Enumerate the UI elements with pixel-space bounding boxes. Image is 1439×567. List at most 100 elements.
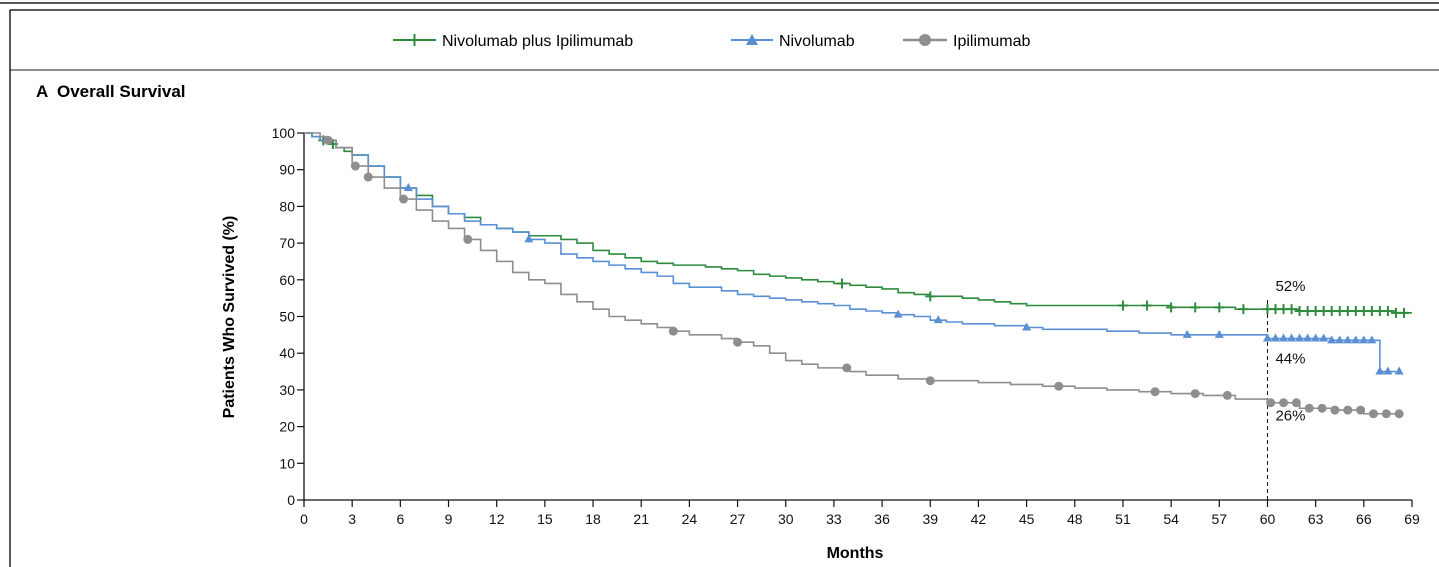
x-tick-label: 57 xyxy=(1212,511,1228,527)
series-combo xyxy=(304,132,1412,318)
censor-triangle-mark xyxy=(1262,333,1272,342)
x-ticks: 0 3 6 9 12 15 18 21 24 27 30 33 36 39 42 45 48 51 54 57 60 63… xyxy=(300,500,1420,527)
censor-plus-mark xyxy=(1117,300,1128,311)
panel-title: Overall Survival xyxy=(57,82,186,101)
censor-circle-mark xyxy=(1317,403,1327,413)
series-line xyxy=(304,132,1396,373)
censor-circle-mark xyxy=(1368,409,1378,419)
censor-triangle-mark xyxy=(1367,335,1377,344)
censor-triangle-mark xyxy=(1279,333,1289,342)
censor-triangle-mark xyxy=(1022,322,1032,331)
y-tick-label: 70 xyxy=(279,235,295,251)
censor-plus-mark xyxy=(1142,300,1153,311)
legend-item-nivo: Nivolumab xyxy=(731,33,855,50)
y-tick-label: 0 xyxy=(287,492,295,508)
x-tick-label: 9 xyxy=(445,511,453,527)
y-tick-label: 80 xyxy=(279,198,295,214)
x-tick-label: 18 xyxy=(585,511,601,527)
censor-triangle-mark xyxy=(1303,333,1313,342)
censor-circle-mark xyxy=(1343,405,1353,415)
x-tick-label: 33 xyxy=(826,511,842,527)
censor-circle-mark xyxy=(463,234,473,244)
censor-circle-mark xyxy=(1222,390,1232,400)
censor-circle-mark xyxy=(668,326,678,336)
x-tick-label: 48 xyxy=(1067,511,1083,527)
annotation-label: 44% xyxy=(1275,351,1305,368)
censor-circle-mark xyxy=(350,161,360,171)
censor-plus-mark xyxy=(1286,304,1297,315)
censor-circle-mark xyxy=(1150,387,1160,397)
y-tick-label: 20 xyxy=(279,419,295,435)
censor-circle-mark xyxy=(925,376,935,386)
censor-triangle-mark xyxy=(1287,333,1297,342)
censor-triangle-mark xyxy=(1343,335,1353,344)
y-tick-label: 100 xyxy=(272,125,296,141)
x-tick-label: 54 xyxy=(1163,511,1179,527)
censor-circle-mark xyxy=(323,135,333,145)
x-tick-label: 36 xyxy=(874,511,890,527)
plot-area: 0 3 6 9 12 15 18 21 24 27 30 33 36 39 42 45 48 51 54 57 60 63… xyxy=(272,125,1420,527)
legend-item-combo: Nivolumab plus Ipilimumab xyxy=(393,33,633,50)
x-tick-label: 6 xyxy=(396,511,404,527)
x-tick-label: 51 xyxy=(1115,511,1131,527)
x-tick-label: 60 xyxy=(1260,511,1276,527)
x-tick-label: 15 xyxy=(537,511,553,527)
censor-plus-mark xyxy=(836,278,847,289)
censor-plus-mark xyxy=(1382,305,1393,316)
series-ipi xyxy=(304,132,1404,419)
censor-triangle-mark xyxy=(1351,335,1361,344)
x-axis-label: Months xyxy=(827,545,884,562)
censor-circle-mark xyxy=(733,337,743,347)
annotation-layer: 52% 44% 26% xyxy=(1275,278,1305,424)
x-tick-label: 27 xyxy=(730,511,746,527)
x-tick-label: 39 xyxy=(922,511,938,527)
legend: Nivolumab plus Ipilimumab Nivolumab Ipil… xyxy=(393,33,1030,50)
x-tick-label: 69 xyxy=(1404,511,1420,527)
panel-letter: A xyxy=(36,82,48,101)
censor-plus-mark xyxy=(1238,304,1249,315)
y-tick-label: 40 xyxy=(279,345,295,361)
censor-triangle-mark xyxy=(1311,333,1321,342)
y-tick-label: 90 xyxy=(279,162,295,178)
series-nivo xyxy=(304,132,1404,375)
y-tick-label: 60 xyxy=(279,272,295,288)
censor-circle-mark xyxy=(1394,409,1404,419)
censor-circle-mark xyxy=(1330,405,1340,415)
y-ticks: 0 10 20 30 40 50 60 70 80 90 100 xyxy=(272,125,304,508)
legend-nivo-label: Nivolumab xyxy=(779,33,855,50)
x-tick-label: 63 xyxy=(1308,511,1324,527)
x-tick-label: 30 xyxy=(778,511,794,527)
legend-ipi-circle-icon xyxy=(919,34,931,46)
censor-triangle-mark xyxy=(524,234,534,243)
x-tick-label: 3 xyxy=(348,511,356,527)
censor-triangle-mark xyxy=(1214,329,1224,338)
censor-triangle-mark xyxy=(893,309,903,318)
censor-circle-mark xyxy=(1266,398,1276,408)
legend-combo-label: Nivolumab plus Ipilimumab xyxy=(442,33,633,50)
x-tick-label: 0 xyxy=(300,511,308,527)
y-tick-label: 10 xyxy=(279,455,295,471)
censor-circle-mark xyxy=(1054,381,1064,391)
y-tick-label: 50 xyxy=(279,309,295,325)
series-line xyxy=(304,132,1396,415)
annotation-label: 26% xyxy=(1275,408,1305,425)
censor-circle-mark xyxy=(842,363,852,373)
series-layer xyxy=(304,132,1412,419)
x-tick-label: 24 xyxy=(682,511,698,527)
censor-circle-mark xyxy=(399,194,409,204)
x-tick-label: 66 xyxy=(1356,511,1372,527)
censor-circle-mark xyxy=(1381,409,1391,419)
censor-triangle-mark xyxy=(1359,335,1369,344)
censor-triangle-mark xyxy=(1319,333,1329,342)
censor-triangle-mark xyxy=(933,315,943,324)
annotation-label: 52% xyxy=(1275,278,1305,295)
y-axis-label: Patients Who Survived (%) xyxy=(221,216,238,419)
x-tick-label: 45 xyxy=(1019,511,1035,527)
censor-triangle-mark xyxy=(1375,366,1385,375)
censor-plus-mark xyxy=(1190,302,1201,313)
censor-triangle-mark xyxy=(1271,333,1281,342)
censor-circle-mark xyxy=(1356,405,1366,415)
x-tick-label: 21 xyxy=(633,511,649,527)
x-tick-label: 12 xyxy=(489,511,505,527)
